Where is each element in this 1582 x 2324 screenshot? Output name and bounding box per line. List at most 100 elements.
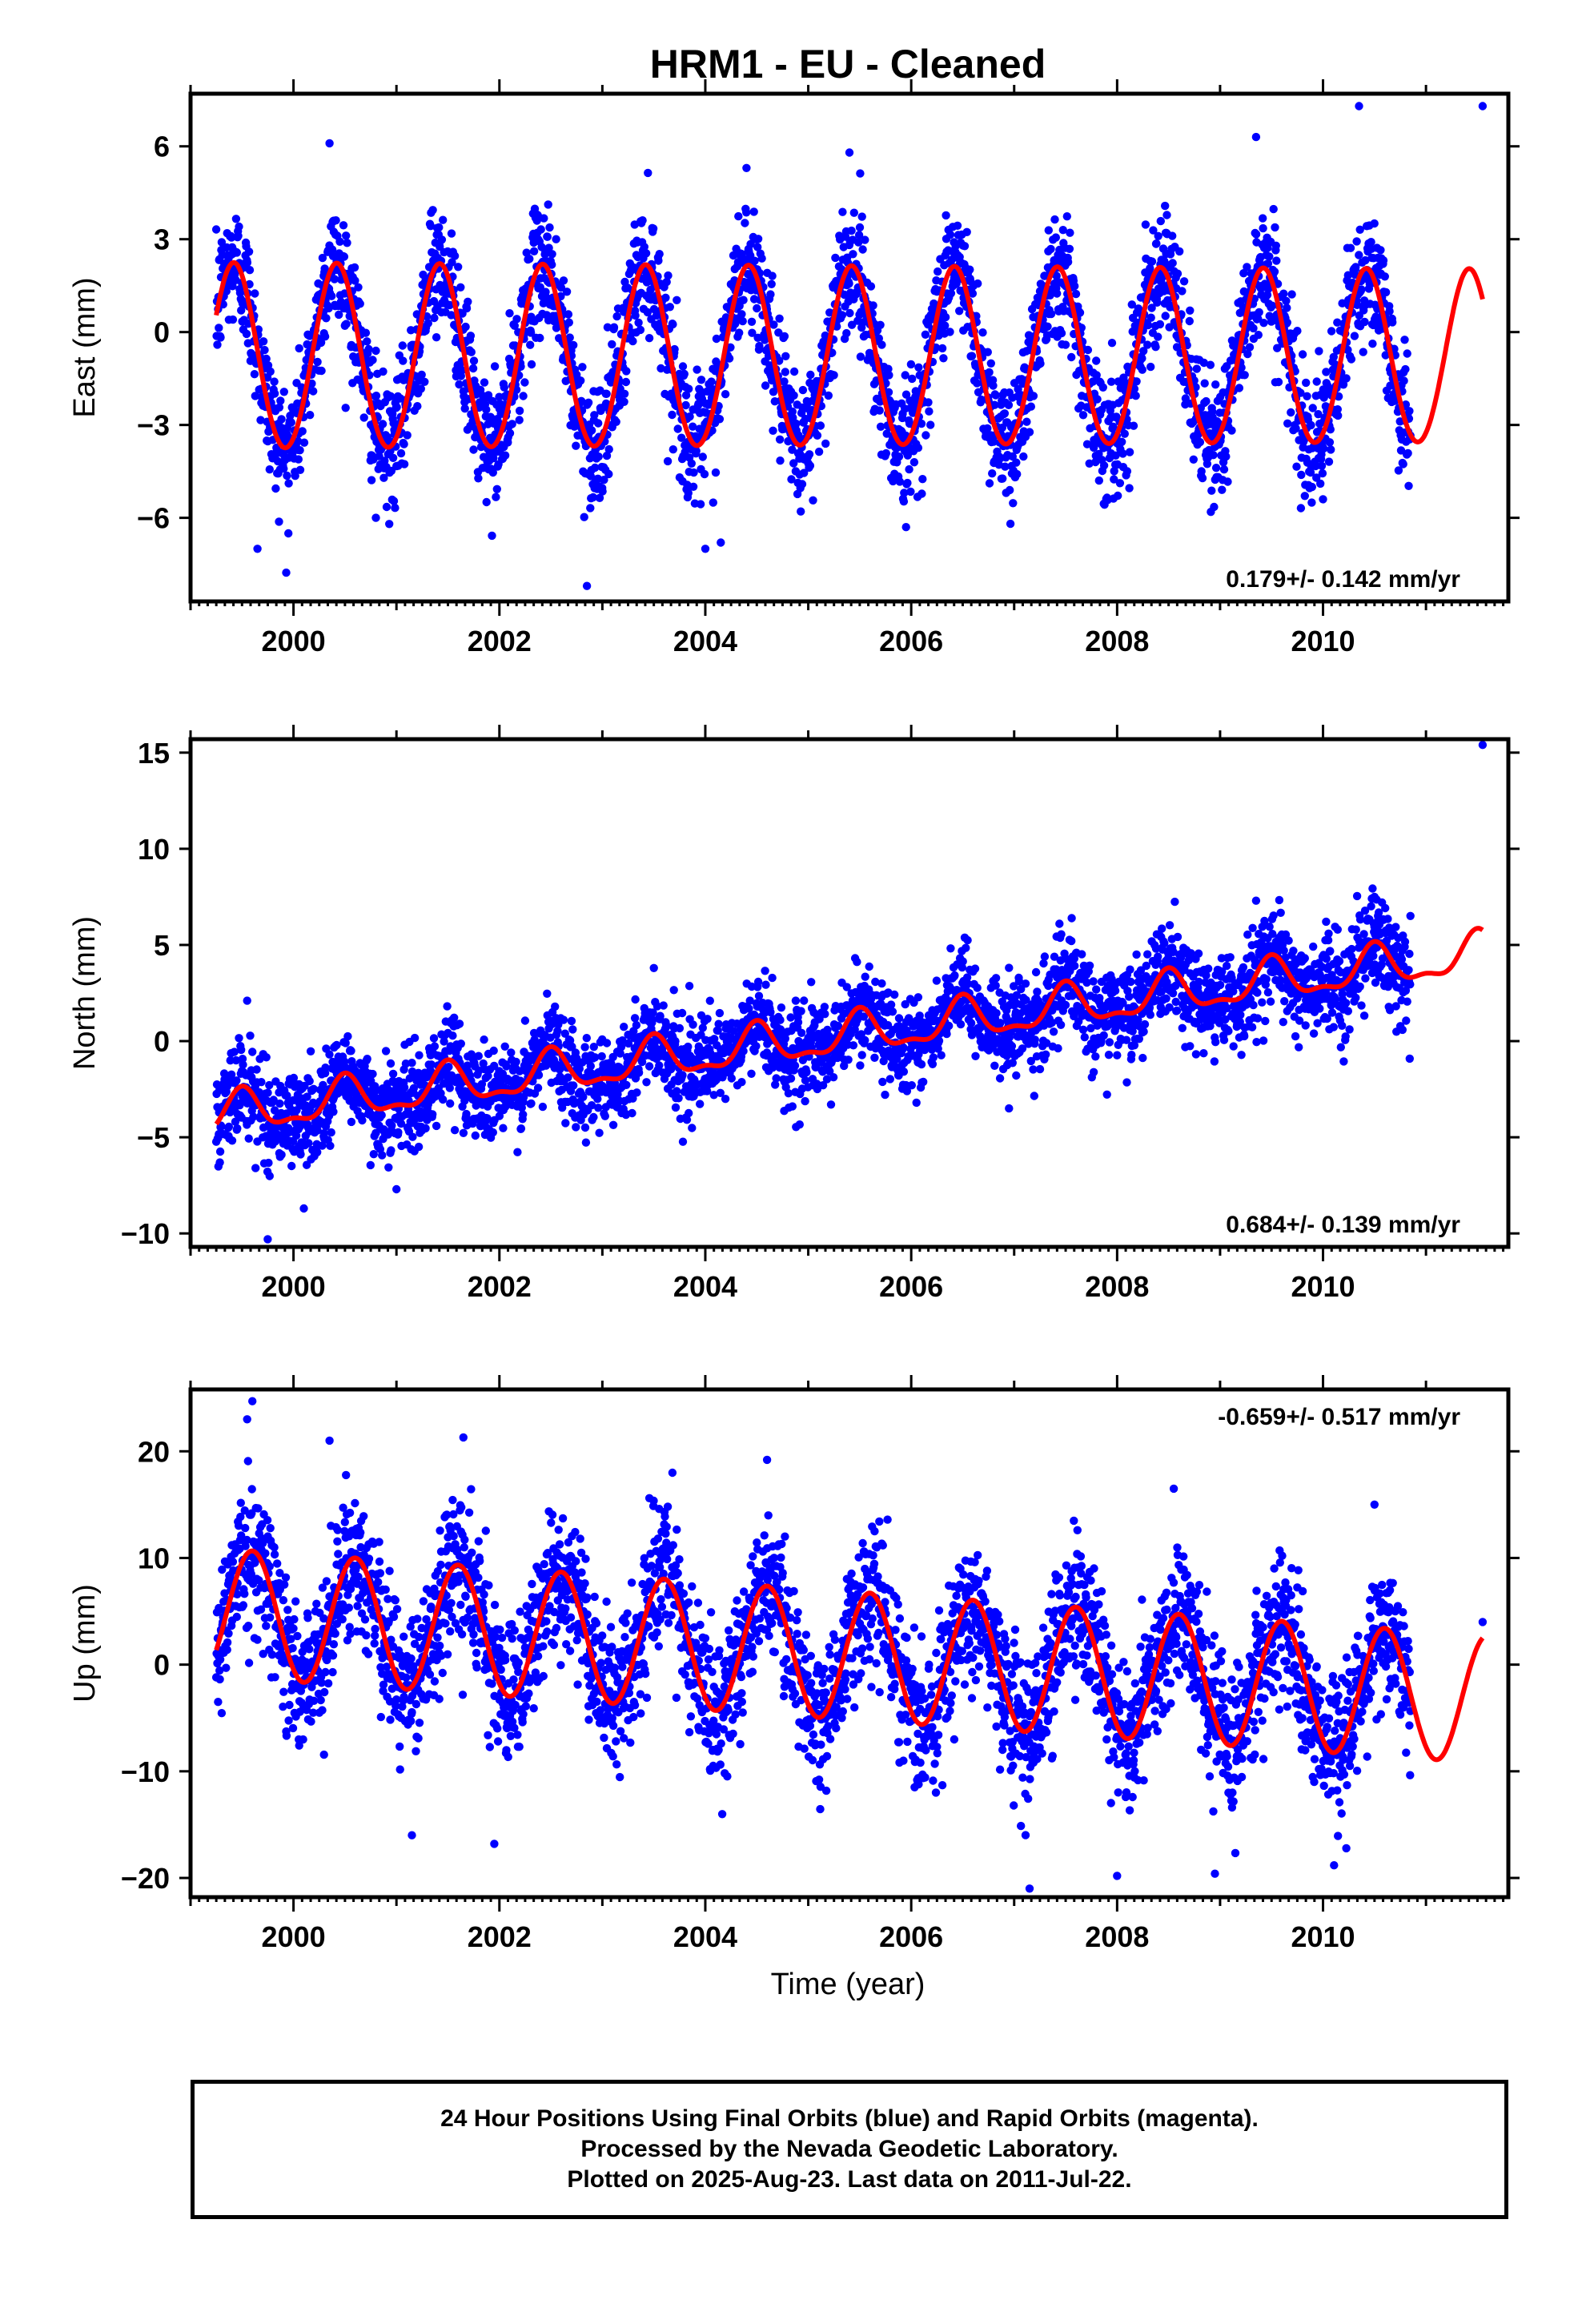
data-point [1125,484,1134,493]
data-point [845,148,854,157]
data-point [643,308,652,317]
data-point [838,207,847,216]
data-point [1272,256,1281,265]
data-point [387,1146,396,1155]
data-point [320,264,329,273]
data-point [1324,457,1334,466]
data-point [387,1121,396,1130]
data-point [800,468,809,477]
data-point [794,431,803,440]
data-point [217,238,227,247]
data-point [275,1099,284,1108]
data-point [1078,411,1088,420]
data-point [371,392,381,400]
data-point [737,310,746,319]
data-point [340,1057,349,1067]
data-point [881,448,891,458]
data-point [895,477,905,486]
data-point [703,1087,712,1096]
data-point [279,464,288,473]
data-point [780,377,789,386]
data-point [244,1134,253,1143]
data-point [988,469,997,478]
data-point [215,1147,225,1156]
data-point [450,1013,459,1023]
data-point [680,369,689,379]
data-point [727,1074,736,1083]
data-point [242,329,251,339]
data-point [1186,306,1195,315]
data-point [685,982,694,991]
data-point [471,1131,480,1140]
data-point [271,484,280,493]
data-point [801,414,810,424]
data-point [1206,360,1215,369]
data-point [430,1042,440,1051]
data-point [1333,405,1343,414]
data-point [306,411,315,420]
data-point [455,380,464,389]
data-point [244,247,254,256]
data-point [265,465,274,474]
data-point [1355,225,1364,234]
data-point [1001,462,1010,471]
data-point [831,253,840,263]
data-point [1292,462,1301,471]
data-point [457,366,467,375]
data-point [305,1076,314,1086]
data-point [1141,220,1150,229]
data-point [1092,356,1101,365]
data-point [568,1025,577,1034]
data-point [1211,464,1221,472]
data-point [849,208,859,217]
data-point [1151,343,1160,352]
data-point [636,325,645,335]
data-point [545,223,554,232]
data-point [775,356,784,365]
data-point [983,348,993,356]
data-point [903,451,913,460]
data-point [321,1063,330,1072]
data-point [529,247,539,255]
data-point [445,1084,454,1092]
data-point [1111,451,1120,460]
data-point [245,266,255,275]
data-point [942,211,950,220]
data-point [1139,347,1148,356]
data-point [543,232,552,241]
data-point [885,371,893,380]
data-point [1053,289,1062,298]
data-point [526,340,535,349]
data-point [298,427,307,436]
data-point [1282,296,1291,305]
data-point [462,1109,471,1119]
data-point [725,354,734,363]
data-point [482,405,491,414]
data-point [332,1040,341,1050]
data-point [249,1112,258,1121]
data-point [324,304,333,313]
data-point [1240,371,1249,380]
data-points [211,741,1488,1244]
data-point [386,392,396,400]
data-point [484,391,493,400]
data-point [742,163,751,172]
data-point [1143,340,1152,349]
data-point [921,330,930,339]
data-point [739,1047,748,1055]
data-point [913,444,923,452]
data-point [492,485,501,493]
data-point [389,497,399,505]
data-point [1179,277,1189,286]
data-point [294,455,303,464]
data-point [538,1102,548,1112]
data-point [287,418,295,427]
data-point [631,995,640,1004]
data-point [277,1150,286,1160]
data-point [1098,383,1108,392]
data-point [1327,327,1336,336]
data-point [1071,289,1081,299]
data-point [483,1114,492,1123]
data-point [1019,452,1028,461]
data-point [358,1116,367,1125]
